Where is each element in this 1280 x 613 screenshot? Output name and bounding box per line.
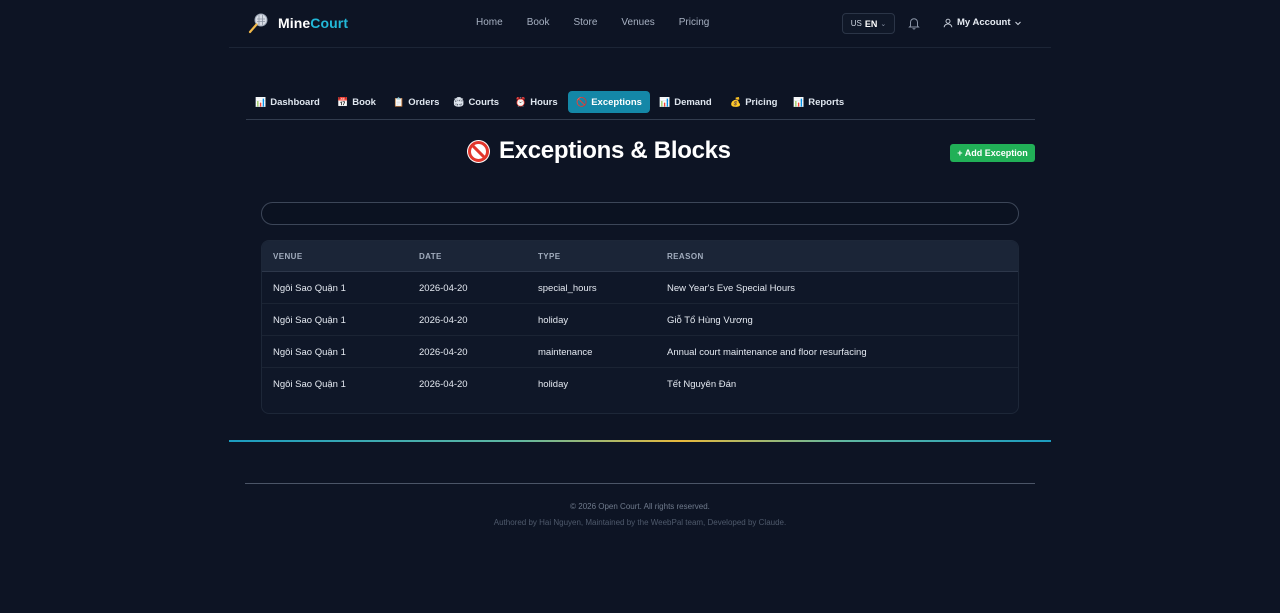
stadium-icon: 🏟: [453, 96, 465, 107]
admin-subnav: 📊 Dashboard 📅 Book 📋 Orders 🏟 Courts ⏰ Hours …: [246, 91, 1035, 120]
type-cell: holiday: [538, 315, 569, 326]
logo[interactable]: MineCourt: [248, 12, 348, 34]
gradient-divider: [229, 440, 1051, 442]
chart-icon: 📊: [793, 96, 805, 107]
language-code: EN: [864, 18, 878, 29]
chart-icon: 📊: [659, 96, 671, 107]
venue-cell: Ngôi Sao Quận 1: [273, 347, 346, 358]
tab-hours[interactable]: ⏰ Hours: [515, 96, 558, 108]
page-header: Exceptions & Blocks: [466, 137, 731, 165]
table-header: VENUE DATE TYPE REASON: [262, 241, 1018, 272]
tab-dashboard[interactable]: 📊 Dashboard: [255, 96, 320, 108]
chevron-down-icon: [1015, 21, 1022, 25]
bell-icon[interactable]: [907, 16, 921, 30]
top-nav: Home Book Store Venues Pricing: [476, 17, 709, 28]
table-row[interactable]: Ngôi Sao Quận 1 2026-04-20 holiday Tết N…: [262, 368, 1018, 400]
exceptions-table: VENUE DATE TYPE REASON Ngôi Sao Quận 1 2…: [261, 240, 1019, 414]
type-cell: maintenance: [538, 347, 593, 358]
tab-reports[interactable]: 📊 Reports: [793, 96, 845, 108]
venue-cell: Ngôi Sao Quận 1: [273, 379, 346, 390]
column-header-type[interactable]: TYPE: [538, 252, 561, 261]
footer-divider: [245, 483, 1035, 484]
reason-cell: Giỗ Tổ Hùng Vương: [667, 315, 753, 326]
user-icon: [943, 18, 953, 27]
venue-cell: Ngôi Sao Quận 1: [273, 315, 346, 326]
prohibited-icon: 🚫: [576, 96, 588, 107]
chevron-down-icon: ⌄: [880, 20, 887, 28]
type-cell: holiday: [538, 379, 569, 390]
flag-icon: US: [850, 19, 862, 28]
language-selector[interactable]: US EN ⌄: [842, 13, 895, 34]
prohibited-icon: [467, 139, 490, 163]
date-cell: 2026-04-20: [419, 283, 468, 294]
page-title: Exceptions & Blocks: [499, 137, 731, 164]
tab-book[interactable]: 📅 Book: [337, 96, 376, 108]
footer-copyright: © 2026 Open Court. All rights reserved.: [570, 502, 710, 511]
table-row[interactable]: Ngôi Sao Quận 1 2026-04-20 maintenance A…: [262, 336, 1018, 368]
money-bag-icon: 💰: [730, 96, 742, 107]
tab-demand[interactable]: 📊 Demand: [659, 96, 712, 108]
top-bar: MineCourt Home Book Store Venues Pricing…: [229, 0, 1051, 48]
date-cell: 2026-04-20: [419, 315, 468, 326]
table-row[interactable]: Ngôi Sao Quận 1 2026-04-20 special_hours…: [262, 272, 1018, 304]
alarm-clock-icon: ⏰: [515, 96, 527, 107]
nav-store[interactable]: Store: [573, 17, 598, 28]
venue-cell: Ngôi Sao Quận 1: [273, 283, 346, 294]
column-header-venue[interactable]: VENUE: [273, 252, 303, 261]
nav-pricing[interactable]: Pricing: [678, 17, 710, 28]
racket-icon: [248, 13, 268, 34]
clipboard-icon: 📋: [393, 96, 405, 107]
reason-cell: Annual court maintenance and floor resur…: [667, 347, 867, 358]
reason-cell: Tết Nguyên Đán: [667, 379, 737, 390]
account-label: My Account: [957, 17, 1011, 28]
column-header-reason[interactable]: REASON: [667, 252, 704, 261]
reason-cell: New Year's Eve Special Hours: [667, 283, 796, 294]
search-input[interactable]: [261, 202, 1019, 225]
footer-credits: Authored by Hai Nguyen, Maintained by th…: [493, 518, 787, 527]
column-header-date[interactable]: DATE: [419, 252, 442, 261]
chart-icon: 📊: [255, 96, 267, 107]
add-exception-button[interactable]: + Add Exception: [950, 144, 1035, 162]
account-menu[interactable]: My Account: [943, 17, 1022, 28]
tab-pricing[interactable]: 💰 Pricing: [730, 96, 778, 108]
date-cell: 2026-04-20: [419, 379, 468, 390]
date-cell: 2026-04-20: [419, 347, 468, 358]
type-cell: special_hours: [538, 283, 597, 294]
tab-courts[interactable]: 🏟 Courts: [453, 96, 500, 108]
tab-orders[interactable]: 📋 Orders: [393, 96, 440, 108]
tab-exceptions[interactable]: 🚫 Exceptions: [568, 91, 650, 113]
table-row[interactable]: Ngôi Sao Quận 1 2026-04-20 holiday Giỗ T…: [262, 304, 1018, 336]
nav-home[interactable]: Home: [476, 17, 503, 28]
brand-name: MineCourt: [278, 15, 349, 31]
calendar-icon: 📅: [337, 96, 349, 107]
nav-venues[interactable]: Venues: [621, 17, 655, 28]
nav-book[interactable]: Book: [526, 17, 550, 28]
